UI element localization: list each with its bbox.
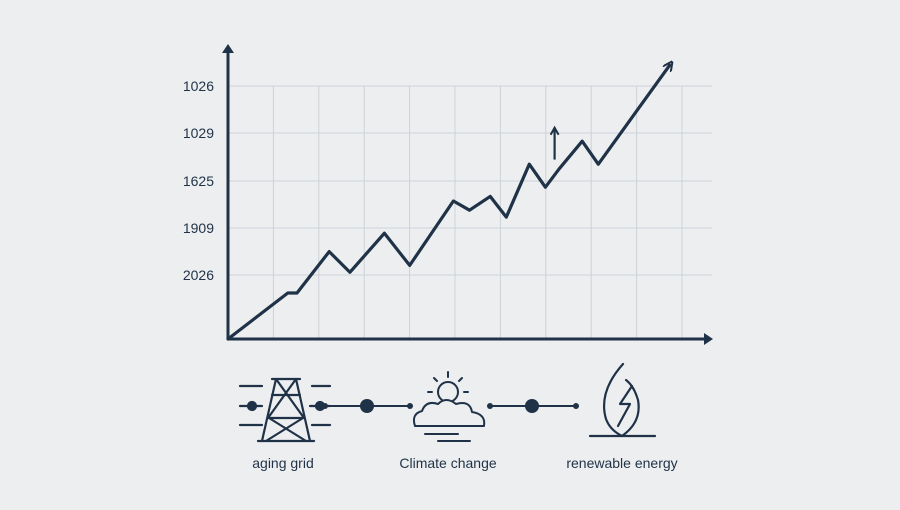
y-tick-label: 1029: [183, 125, 214, 141]
flow-label-aging-grid: aging grid: [252, 455, 314, 471]
flow-diagram: aging grid Climate change renewable ener…: [238, 362, 678, 471]
sun-behind-cloud-icon: [412, 371, 486, 442]
grid: [228, 85, 712, 339]
y-tick-label: 1909: [183, 220, 214, 236]
x-axis-arrowhead: [704, 333, 713, 345]
series-layer: [226, 65, 670, 341]
flow-label-climate-change: Climate change: [399, 455, 496, 471]
flow-label-renewable-energy: renewable energy: [566, 455, 677, 471]
connector-2: [487, 399, 579, 413]
y-tick-label: 1625: [183, 173, 214, 189]
annotation-arrowhead: [549, 125, 560, 136]
series-line-1: [226, 65, 670, 341]
transmission-tower-icon: [238, 377, 332, 443]
y-axis-arrowhead: [222, 44, 234, 53]
connector-1: [322, 399, 413, 413]
lightning-leaf-icon: [588, 362, 657, 438]
y-tick-label: 2026: [183, 267, 214, 283]
y-tick-label: 1026: [183, 78, 214, 94]
y-tick-labels: 1026 1029 1625 1909 2026: [183, 78, 214, 283]
